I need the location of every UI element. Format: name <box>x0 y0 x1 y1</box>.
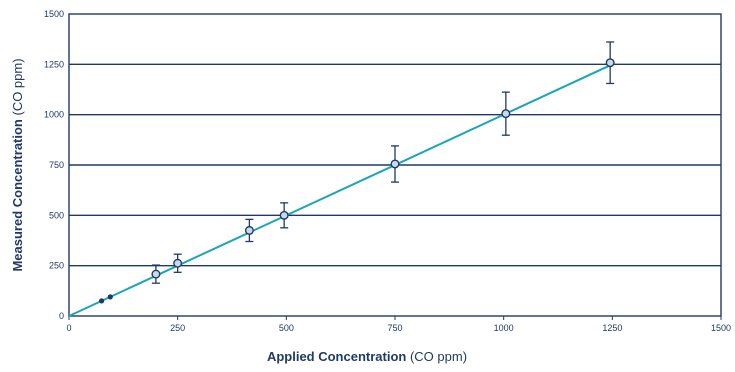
x-tick-label-6: 1500 <box>711 323 731 333</box>
error-bars <box>151 41 615 284</box>
data-point-4 <box>390 159 400 169</box>
fit-line <box>68 63 613 317</box>
x-tick-label-4: 1000 <box>494 323 514 333</box>
x-tick-label-1: 250 <box>170 323 185 333</box>
x-axis-ticks: 0 250 500 750 1000 1250 1500 <box>66 316 731 333</box>
y-tick-label-1: 250 <box>49 261 64 271</box>
x-axis-label: Applied Concentration (CO ppm) <box>267 349 467 364</box>
y-axis-ticks: 0 250 500 750 1000 1250 1500 <box>44 9 64 321</box>
low-point-0 <box>99 298 105 304</box>
y-tick-label-2: 500 <box>49 210 64 220</box>
y-axis-label-unit: (CO ppm) <box>10 58 25 115</box>
y-tick-label-0: 0 <box>59 311 64 321</box>
y-axis-label: Measured Concentration (CO ppm) <box>10 58 25 271</box>
data-point-6 <box>605 58 615 68</box>
y-tick-label-6: 1500 <box>44 9 64 19</box>
x-axis-label-text: Applied Concentration <box>267 349 406 364</box>
low-point-1 <box>107 294 113 300</box>
data-point-5 <box>501 109 511 119</box>
data-point-1 <box>173 258 183 268</box>
y-axis-label-text: Measured Concentration <box>10 119 25 271</box>
y-tick-label-5: 1250 <box>44 59 64 69</box>
y-tick-label-4: 1000 <box>44 110 64 120</box>
x-tick-label-5: 1250 <box>602 323 622 333</box>
y-tick-label-3: 750 <box>49 160 64 170</box>
x-tick-label-0: 0 <box>66 323 71 333</box>
data-point-2 <box>244 225 254 235</box>
x-tick-label-3: 750 <box>387 323 402 333</box>
x-tick-label-2: 500 <box>279 323 294 333</box>
data-point-0 <box>151 269 161 279</box>
data-point-3 <box>279 210 289 220</box>
x-axis-label-unit: (CO ppm) <box>410 349 467 364</box>
data-markers <box>99 58 615 304</box>
